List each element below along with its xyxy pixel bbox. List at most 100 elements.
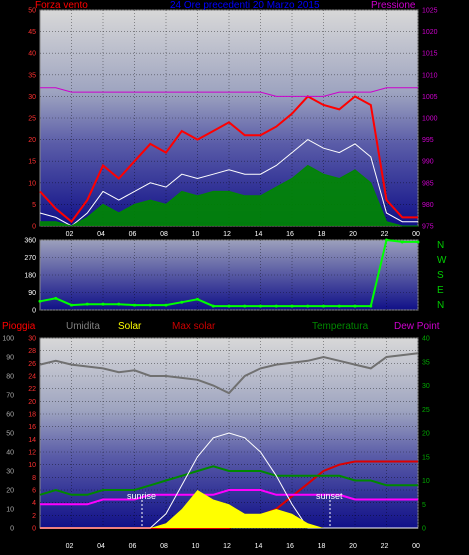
x-tick-2-2: 06	[129, 543, 137, 550]
y-tick-2-temp-0: 0	[422, 526, 426, 533]
y-tick-2-rain-8: 16	[28, 424, 36, 431]
y-tick-1-l-3: 270	[24, 255, 36, 262]
direction-point-22	[385, 238, 388, 242]
y-tick-0-r-0: 975	[422, 224, 434, 231]
direction-point-7	[148, 303, 152, 307]
direction-point-15	[274, 304, 278, 308]
direction-point-1	[54, 296, 58, 300]
dir-letter-3: E	[437, 285, 444, 296]
y-tick-2-hum-1: 10	[6, 507, 14, 514]
direction-point-0	[38, 299, 42, 303]
y-tick-2-hum-4: 40	[6, 450, 14, 457]
y-tick-0-r-7: 1010	[422, 72, 438, 79]
direction-point-12	[227, 304, 231, 308]
x-tick-0-1: 04	[97, 231, 105, 238]
y-tick-2-temp-3: 15	[422, 454, 430, 461]
y-tick-2-rain-10: 20	[28, 399, 36, 406]
y-tick-0-l-1: 5	[32, 202, 36, 209]
direction-point-9	[180, 300, 184, 304]
y-tick-0-r-8: 1015	[422, 51, 438, 58]
direction-point-8	[164, 303, 168, 307]
direction-point-5	[117, 302, 121, 306]
x-tick-2-5: 12	[223, 543, 231, 550]
y-tick-0-l-3: 15	[28, 159, 36, 166]
x-tick-2-7: 16	[286, 543, 294, 550]
series-top-pressure	[40, 87, 418, 97]
series-solar-area	[40, 490, 418, 528]
y-tick-0-l-6: 30	[28, 94, 36, 101]
series-top-speed	[40, 164, 418, 227]
series-dew-point	[40, 489, 418, 506]
x-tick-2-6: 14	[255, 543, 263, 550]
direction-point-23	[400, 240, 404, 244]
dir-letter-4: N	[437, 300, 445, 311]
direction-point-16	[290, 304, 294, 308]
y-tick-0-r-2: 985	[422, 180, 434, 187]
dir-letter-2: S	[437, 270, 444, 281]
y-tick-2-rain-5: 10	[28, 462, 36, 469]
direction-point-14	[259, 304, 262, 308]
y-tick-0-r-5: 1000	[422, 116, 438, 123]
y-tick-0-r-10: 1025	[422, 8, 438, 15]
y-tick-0-l-10: 50	[28, 8, 36, 15]
x-tick-0-7: 16	[286, 231, 294, 238]
legend-umidita: Umidita	[66, 321, 100, 332]
direction-point-21	[369, 304, 373, 308]
y-tick-2-rain-9: 18	[28, 412, 36, 419]
sunrise-label: sunrise	[127, 491, 157, 501]
y-tick-2-rain-2: 4	[32, 500, 36, 507]
direction-point-13	[243, 304, 247, 308]
direction-point-3	[85, 302, 89, 306]
x-tick-2-11: 00	[412, 543, 420, 550]
y-tick-2-rain-3: 6	[32, 488, 36, 495]
legend-max-solar: Max solar	[172, 321, 216, 332]
x-tick-0-0: 02	[66, 231, 74, 238]
direction-point-24	[416, 240, 420, 244]
y-tick-2-rain-4: 8	[32, 475, 36, 482]
direction-point-17	[306, 304, 310, 308]
y-tick-1-l-2: 180	[24, 273, 36, 280]
y-tick-0-l-8: 40	[28, 51, 36, 58]
x-tick-0-9: 20	[349, 231, 357, 238]
y-tick-1-l-1: 90	[28, 290, 36, 297]
y-tick-2-rain-6: 12	[28, 450, 36, 457]
x-tick-0-5: 12	[223, 231, 231, 238]
series-temperatura	[39, 465, 418, 496]
direction-point-18	[322, 304, 325, 308]
y-tick-2-hum-5: 50	[6, 431, 14, 438]
y-tick-2-hum-3: 30	[6, 469, 14, 476]
x-tick-2-1: 04	[97, 543, 105, 550]
y-tick-2-hum-0: 0	[10, 526, 14, 533]
y-tick-0-l-9: 45	[28, 29, 36, 36]
direction-point-2	[70, 303, 73, 307]
y-tick-2-rain-14: 28	[28, 348, 36, 355]
x-tick-2-3: 08	[160, 543, 168, 550]
x-tick-2-0: 02	[66, 543, 74, 550]
y-tick-0-r-6: 1005	[422, 94, 438, 101]
x-tick-0-4: 10	[192, 231, 200, 238]
dir-letter-1: W	[437, 255, 447, 266]
y-tick-2-temp-2: 10	[422, 478, 430, 485]
y-tick-1-l-4: 360	[24, 238, 36, 245]
y-tick-2-hum-8: 80	[6, 374, 14, 381]
y-tick-2-temp-8: 40	[422, 336, 430, 343]
direction-point-6	[133, 303, 136, 307]
direction-point-10	[196, 297, 199, 301]
y-tick-2-rain-1: 2	[32, 513, 36, 520]
x-tick-0-8: 18	[318, 231, 326, 238]
series-top-gust	[39, 95, 418, 224]
y-tick-2-temp-7: 35	[422, 359, 430, 366]
y-tick-1-l-0: 0	[32, 308, 36, 315]
direction-point-11	[211, 304, 215, 308]
legend-solar: Solar	[118, 321, 142, 332]
x-tick-2-8: 18	[318, 543, 326, 550]
y-tick-0-r-4: 995	[422, 137, 434, 144]
x-tick-0-10: 22	[381, 231, 389, 238]
x-tick-0-6: 14	[255, 231, 263, 238]
y-tick-2-hum-7: 70	[6, 393, 14, 400]
y-tick-2-rain-13: 26	[28, 361, 36, 368]
wind-title: Forza vento	[35, 0, 88, 11]
direction-point-20	[353, 304, 357, 308]
